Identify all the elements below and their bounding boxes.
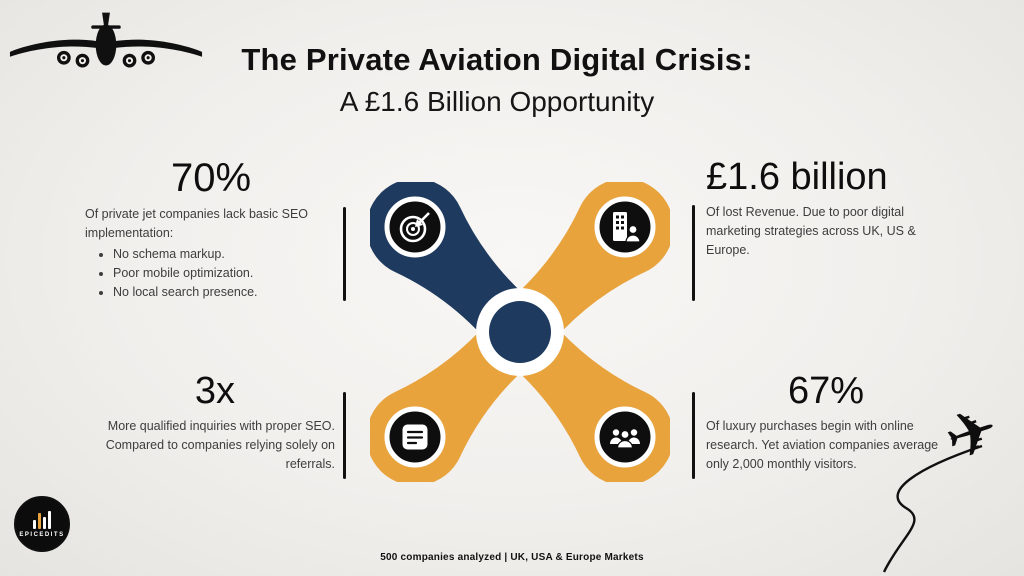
building-user-icon bbox=[594, 196, 656, 258]
stat-block-seo-gap: 70% Of private jet companies lack basic … bbox=[85, 156, 337, 303]
swoosh-trail bbox=[882, 444, 983, 573]
stat-value-70-percent: 70% bbox=[170, 156, 252, 200]
stat-description: Of private jet companies lack basic SEO … bbox=[85, 207, 309, 240]
document-icon bbox=[384, 406, 446, 468]
stat-description: Of lost Revenue. Due to poor digital mar… bbox=[706, 205, 916, 257]
logo-chart-bars bbox=[33, 510, 51, 529]
pinwheel-diagram bbox=[370, 182, 670, 482]
bullet-item: Poor mobile optimization. bbox=[113, 264, 337, 283]
stat-block-luxury-research: 67% Of luxury purchases begin with onlin… bbox=[706, 370, 948, 473]
logo-badge: EPICEDITS bbox=[14, 496, 70, 552]
footer-note: 500 companies analyzed | UK, USA & Europ… bbox=[380, 552, 644, 563]
people-icon bbox=[594, 406, 656, 468]
title-line2: A £1.6 Billion Opportunity bbox=[339, 86, 655, 117]
stat-description: Of luxury purchases begin with online re… bbox=[706, 419, 939, 471]
stat-bullet-list: No schema markup. Poor mobile optimizati… bbox=[113, 245, 337, 303]
divider-top-left bbox=[343, 207, 346, 301]
divider-top-right bbox=[692, 205, 695, 301]
stat-description: More qualified inquiries with proper SEO… bbox=[105, 419, 335, 471]
divider-bottom-right bbox=[692, 392, 695, 479]
title-line1: The Private Aviation Digital Crisis: bbox=[241, 42, 753, 77]
stat-block-lost-revenue: £1.6 billion Of lost Revenue. Due to poo… bbox=[706, 156, 948, 259]
airplane-front-icon bbox=[9, 12, 203, 68]
stat-value-3x: 3x bbox=[194, 370, 236, 412]
logo-text: EPICEDITS bbox=[19, 531, 65, 538]
epicedits-logo: EPICEDITS bbox=[14, 496, 74, 552]
target-icon bbox=[384, 196, 446, 258]
bullet-item: No local search presence. bbox=[113, 283, 337, 302]
stat-block-qualified-inquiries: 3x More qualified inquiries with proper … bbox=[95, 370, 335, 473]
page-title: The Private Aviation Digital Crisis: A £… bbox=[0, 42, 994, 118]
hub-center bbox=[489, 301, 551, 363]
stat-value-1-6-billion: £1.6 billion bbox=[706, 156, 888, 198]
divider-bottom-left bbox=[343, 392, 346, 479]
bullet-item: No schema markup. bbox=[113, 245, 337, 264]
stat-value-67-percent: 67% bbox=[787, 370, 865, 412]
